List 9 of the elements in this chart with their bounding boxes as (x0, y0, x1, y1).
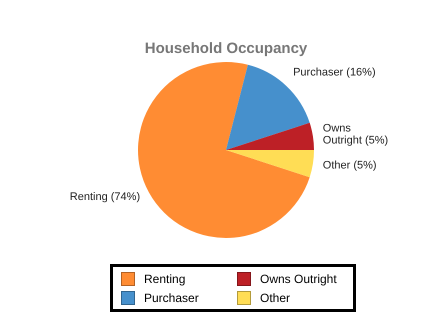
category-label: Other (5%) (322, 159, 377, 172)
category-label: Purchaser (16%) (293, 66, 376, 79)
legend-label: Renting (144, 272, 186, 286)
chart-title: Household Occupancy (144, 40, 308, 58)
legend-label: Other (260, 290, 290, 304)
legend-label: Owns Outright (260, 272, 337, 286)
legend-label: Purchaser (144, 290, 199, 304)
category-label: Owns Outright (5%) (322, 122, 388, 147)
category-label: Renting (74%) (70, 191, 140, 204)
